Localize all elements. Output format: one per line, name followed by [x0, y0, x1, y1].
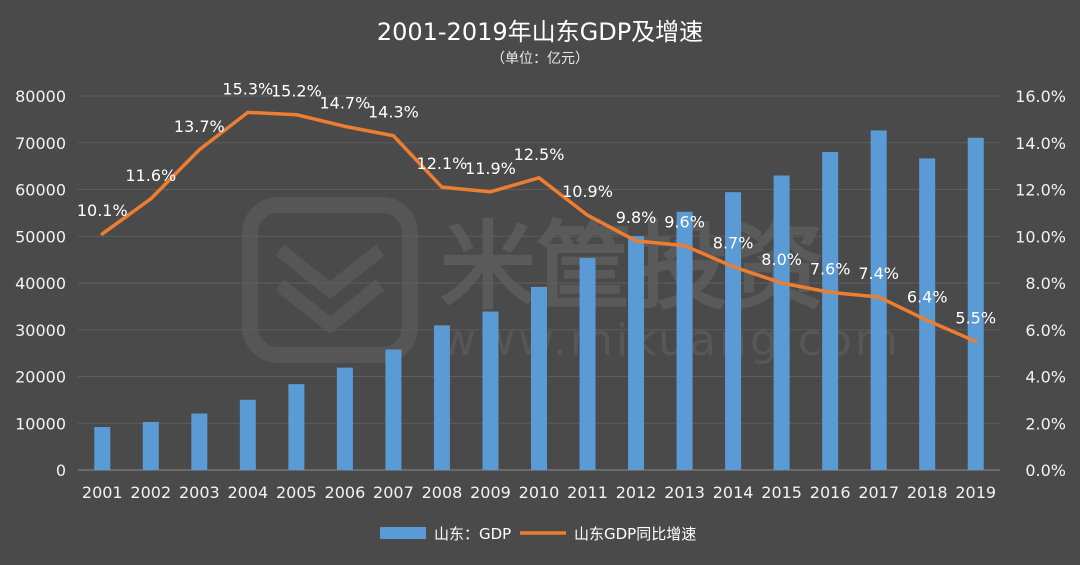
right-tick-label: 4.0%: [1025, 368, 1066, 387]
growth-data-label: 14.3%: [368, 103, 419, 122]
x-tick-label: 2019: [955, 483, 996, 502]
x-tick-label: 2013: [664, 483, 705, 502]
x-tick-label: 2005: [276, 483, 317, 502]
gdp-bar: [288, 384, 305, 470]
growth-line: [100, 110, 978, 344]
chart-subtitle: （单位：亿元）: [491, 51, 589, 67]
gdp-bar: [336, 367, 353, 470]
left-tick-label: 60000: [15, 181, 66, 200]
gdp-bar: [628, 236, 645, 470]
right-tick-label: 0.0%: [1025, 461, 1066, 480]
x-tick-label: 2011: [567, 483, 608, 502]
x-tick-label: 2008: [422, 483, 463, 502]
left-tick-label: 50000: [15, 227, 66, 246]
growth-data-label: 8.0%: [761, 250, 802, 269]
growth-data-label: 10.9%: [562, 182, 613, 201]
x-tick-label: 2001: [82, 483, 123, 502]
left-tick-label: 30000: [15, 321, 66, 340]
left-tick-label: 40000: [15, 274, 66, 293]
x-tick-label: 2007: [373, 483, 414, 502]
x-tick-label: 2014: [713, 483, 754, 502]
growth-data-label: 6.4%: [907, 287, 948, 306]
gdp-bar: [385, 349, 402, 470]
x-tick-label: 2009: [470, 483, 511, 502]
growth-data-label: 9.8%: [616, 208, 657, 227]
legend-bar-label: 山东：GDP: [434, 525, 511, 543]
watermark-logo-icon: [242, 197, 418, 363]
x-tick-label: 2006: [325, 483, 366, 502]
x-tick-label: 2010: [519, 483, 560, 502]
x-tick-label: 2003: [179, 483, 220, 502]
x-tick-label: 2016: [810, 483, 851, 502]
right-tick-label: 16.0%: [1015, 87, 1066, 106]
gdp-bar: [482, 311, 499, 470]
right-tick-label: 8.0%: [1025, 274, 1066, 293]
gdp-bar: [191, 413, 208, 470]
growth-data-labels: 10.1% 11.6% 13.7% 15.3%15.2%14.7%14.3% 12.1%…: [77, 79, 996, 327]
growth-line-path: [100, 110, 978, 344]
left-tick-label: 80000: [15, 87, 66, 106]
legend: 山东：GDP 山东GDP同比增速: [380, 525, 696, 543]
gdp-bar: [676, 211, 693, 470]
x-axis-ticks: 2001 2002 2003 2004 2005 2006 2007 2008 2009 2010…: [82, 483, 996, 502]
watermark-url: www.mikuang.com: [440, 315, 901, 366]
growth-data-label: 15.3%: [222, 79, 273, 98]
growth-data-label: 14.7%: [319, 93, 370, 112]
right-tick-label: 10.0%: [1015, 227, 1066, 246]
gdp-bar: [822, 151, 839, 470]
gdp-bar: [531, 286, 547, 470]
gdp-bar: [773, 175, 790, 471]
gdp-bar: [433, 325, 450, 470]
gdp-bar: [870, 130, 887, 471]
legend-bar-swatch: [380, 527, 426, 539]
growth-data-label: 9.6%: [664, 213, 705, 232]
left-axis-ticks: 0 10000 20000 30000 40000 50000 60000 70000 8000…: [15, 87, 66, 480]
chart-title: 2001-2019年山东GDP及增速: [377, 18, 703, 46]
left-tick-label: 10000: [15, 414, 66, 433]
growth-data-label: 7.6%: [810, 259, 851, 278]
growth-data-label: 13.7%: [174, 117, 225, 136]
gdp-bar: [967, 137, 984, 471]
growth-data-label: 8.7%: [713, 234, 754, 253]
x-tick-label: 2017: [858, 483, 899, 502]
gdp-bars: [94, 130, 984, 471]
legend-line-label: 山东GDP同比增速: [574, 525, 696, 543]
growth-data-label: 12.1%: [417, 154, 468, 173]
left-tick-label: 0: [56, 461, 66, 480]
x-tick-label: 2012: [616, 483, 657, 502]
right-tick-label: 14.0%: [1015, 134, 1066, 153]
gdp-bar: [919, 158, 936, 470]
gdp-bar: [725, 192, 742, 470]
left-tick-label: 20000: [15, 368, 66, 387]
growth-data-label: 5.5%: [955, 308, 996, 327]
gdp-bar: [579, 257, 596, 470]
right-axis-ticks: 0.0% 2.0% 4.0% 6.0% 8.0% 10.0% 12.0% 14.0% 16.0%: [1015, 87, 1066, 480]
x-tick-label: 2004: [227, 483, 268, 502]
right-tick-label: 12.0%: [1015, 181, 1066, 200]
right-tick-label: 6.0%: [1025, 321, 1066, 340]
x-tick-label: 2002: [130, 483, 171, 502]
growth-data-label: 11.6%: [125, 166, 176, 185]
x-tick-label: 2015: [761, 483, 802, 502]
watermark-logo-mark: [275, 244, 385, 334]
growth-data-label: 15.2%: [271, 82, 322, 101]
x-tick-label: 2018: [907, 483, 948, 502]
right-tick-label: 2.0%: [1025, 414, 1066, 433]
growth-data-label: 7.4%: [858, 264, 899, 283]
growth-data-label: 12.5%: [514, 145, 565, 164]
gdp-bar: [94, 427, 111, 470]
left-tick-label: 70000: [15, 134, 66, 153]
growth-data-label: 11.9%: [465, 159, 516, 178]
growth-data-label: 10.1%: [77, 201, 128, 220]
gdp-bar: [239, 399, 256, 470]
gdp-bar: [142, 421, 159, 470]
